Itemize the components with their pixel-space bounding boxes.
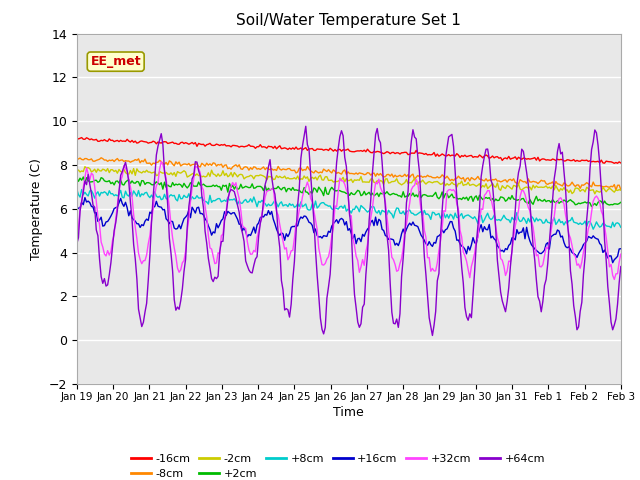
-8cm [97,155,105,161]
+32cm [157,159,165,165]
+8cm [193,193,201,199]
-8cm [195,163,202,169]
+64cm [617,264,625,269]
+2cm [588,204,595,209]
-2cm [526,184,534,190]
-16cm [611,160,618,166]
+64cm [79,189,87,195]
Line: +16cm: +16cm [77,198,621,263]
+8cm [617,224,625,230]
+16cm [617,246,625,252]
Line: +2cm: +2cm [77,177,621,206]
+16cm [526,238,534,244]
+8cm [236,198,243,204]
+8cm [518,218,525,224]
-8cm [380,174,388,180]
-2cm [73,167,81,173]
-8cm [526,179,534,185]
-2cm [79,168,87,174]
+16cm [73,207,81,213]
Line: +32cm: +32cm [77,162,621,279]
-2cm [591,191,598,197]
+16cm [195,204,202,210]
-2cm [520,186,527,192]
-8cm [73,156,81,162]
-16cm [195,141,202,146]
+2cm [73,176,81,181]
+64cm [380,183,388,189]
-16cm [526,156,534,162]
+16cm [380,228,388,233]
Legend: -16cm, -8cm, -2cm, +2cm, +8cm, +16cm, +32cm, +64cm: -16cm, -8cm, -2cm, +2cm, +8cm, +16cm, +3… [126,449,550,480]
-8cm [237,166,244,172]
-16cm [617,160,625,166]
+32cm [526,208,534,214]
+32cm [380,192,388,197]
+64cm [73,241,81,247]
+2cm [520,195,527,201]
+32cm [520,188,527,193]
+16cm [520,225,527,231]
+8cm [589,226,597,232]
Title: Soil/Water Temperature Set 1: Soil/Water Temperature Set 1 [236,13,461,28]
+32cm [73,232,81,238]
+32cm [617,251,625,257]
-16cm [520,155,527,161]
+16cm [609,260,616,265]
+8cm [73,186,81,192]
-16cm [380,151,388,156]
+32cm [79,184,87,190]
+8cm [378,207,386,213]
+2cm [526,197,534,203]
+2cm [237,181,244,187]
Y-axis label: Temperature (C): Temperature (C) [30,158,43,260]
+16cm [237,221,244,227]
-16cm [78,135,86,141]
+2cm [81,179,89,185]
Line: +8cm: +8cm [77,189,621,229]
-2cm [81,164,89,169]
+2cm [380,190,388,196]
-2cm [617,187,625,193]
+64cm [302,123,310,129]
+2cm [79,174,87,180]
+16cm [81,195,89,201]
-8cm [79,157,87,163]
X-axis label: Time: Time [333,406,364,419]
-8cm [520,179,527,185]
Line: +64cm: +64cm [77,126,621,336]
+8cm [524,216,532,221]
+2cm [617,200,625,205]
-2cm [380,181,388,187]
Line: -2cm: -2cm [77,167,621,194]
+2cm [195,179,202,185]
+64cm [429,333,436,338]
-16cm [73,135,81,141]
-8cm [612,187,620,193]
+64cm [236,209,243,215]
+32cm [195,166,202,171]
-16cm [237,144,244,149]
-16cm [81,136,89,142]
+64cm [527,222,535,228]
+64cm [521,158,529,164]
+16cm [79,202,87,207]
Text: EE_met: EE_met [90,55,141,68]
Line: -8cm: -8cm [77,158,621,190]
+64cm [193,159,201,165]
+8cm [79,192,87,198]
-2cm [195,173,202,179]
-2cm [237,171,244,177]
+32cm [611,276,618,282]
-8cm [617,187,625,192]
+32cm [237,207,244,213]
Line: -16cm: -16cm [77,138,621,163]
